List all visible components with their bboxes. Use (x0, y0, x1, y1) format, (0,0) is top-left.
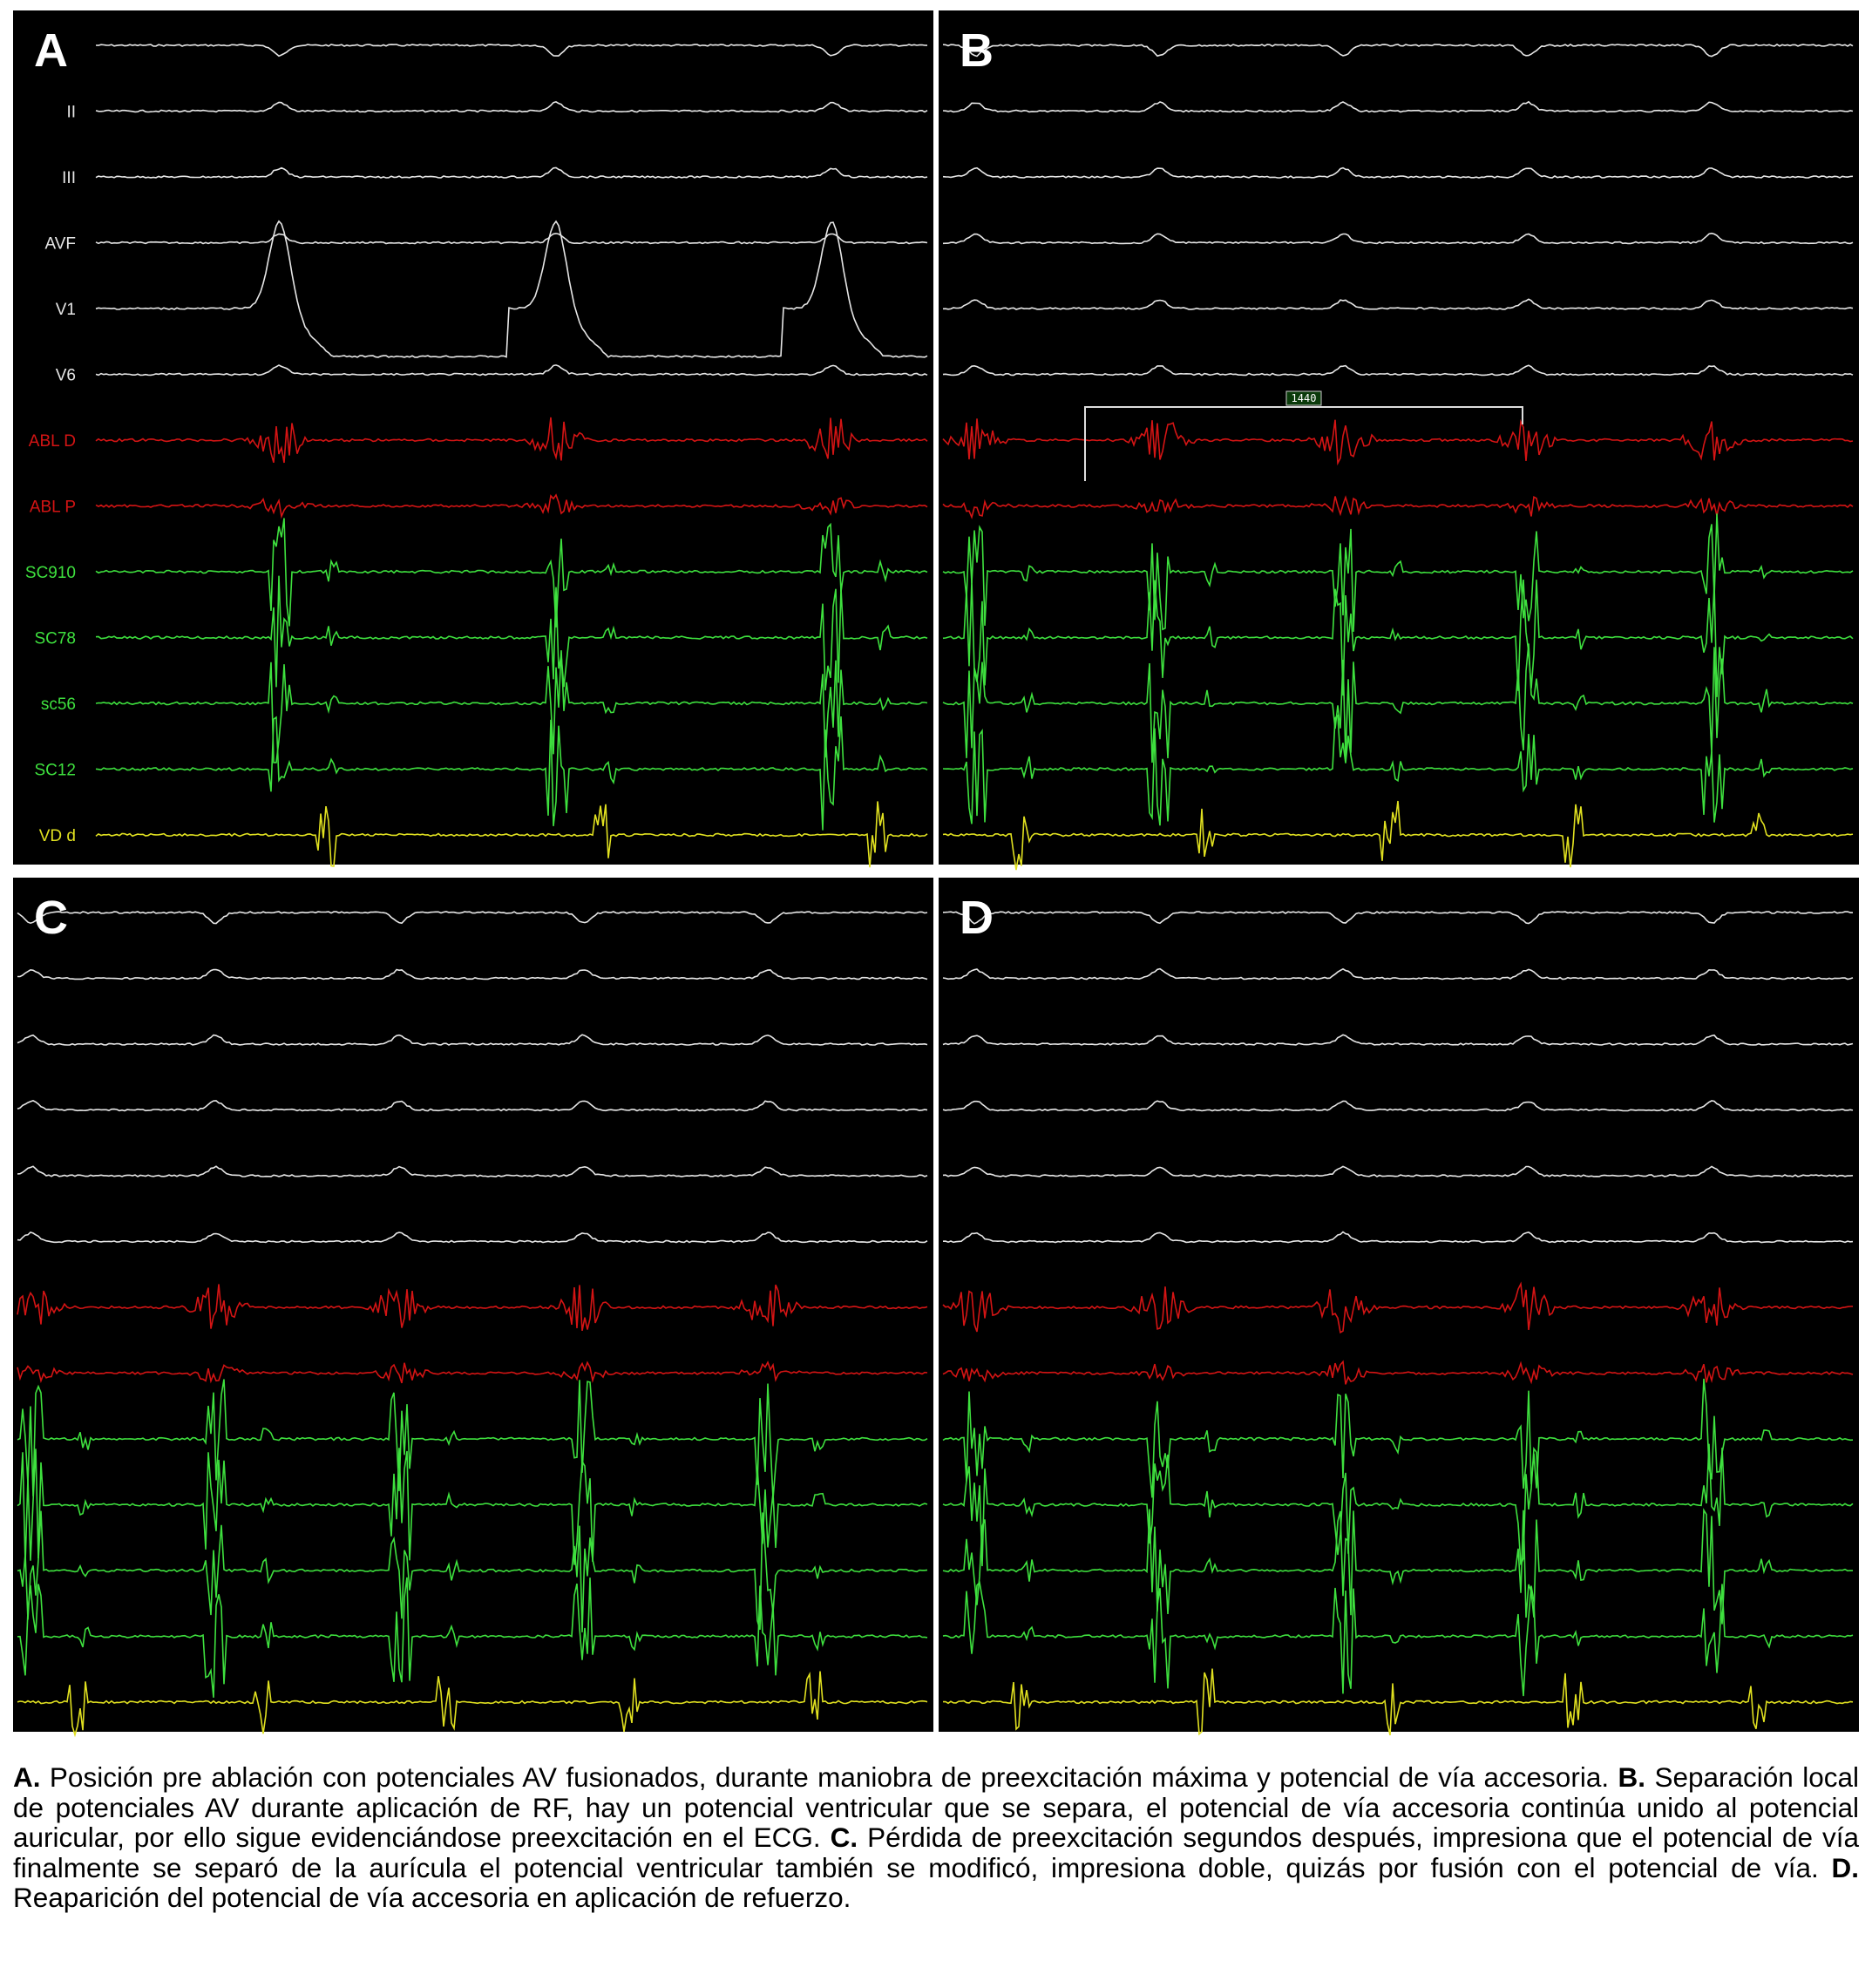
trace (942, 418, 1854, 466)
trace (95, 44, 928, 58)
caliper (1084, 406, 1523, 481)
trace (17, 1360, 928, 1384)
trace (942, 580, 1854, 697)
channel-label: SC910 (25, 564, 76, 582)
trace (17, 1379, 928, 1499)
trace (17, 1284, 928, 1332)
trace (17, 1510, 928, 1632)
trace (942, 643, 1854, 763)
caption-text: Reaparición del potencial de vía accesor… (13, 1882, 851, 1913)
caption-label: C. (830, 1822, 858, 1853)
caption-label: B. (1618, 1761, 1646, 1793)
trace (942, 1360, 1854, 1385)
trace (17, 1034, 928, 1046)
panel-bg (13, 10, 933, 865)
panel-letter: D (960, 892, 994, 944)
trace (95, 493, 928, 519)
trace (942, 1668, 1854, 1736)
trace (95, 233, 928, 245)
panel-letter: B (960, 24, 994, 77)
trace (95, 101, 928, 113)
channel-label: V6 (56, 367, 76, 385)
trace (942, 1281, 1854, 1334)
trace (942, 911, 1854, 925)
channel-label: sc56 (41, 695, 76, 714)
channel-label: SC12 (34, 762, 76, 780)
caption-text: Posición pre ablación con potenciales AV… (49, 1761, 1610, 1793)
trace (17, 1448, 928, 1565)
channel-label: ABL P (30, 499, 76, 517)
trace (942, 1231, 1854, 1244)
trace (942, 495, 1854, 519)
panel-letter: C (34, 892, 68, 944)
trace (95, 575, 928, 691)
trace (942, 1443, 1854, 1567)
channel-label: III (62, 169, 76, 187)
trace (942, 967, 1854, 980)
trace (942, 1508, 1854, 1625)
trace (942, 800, 1854, 871)
trace (17, 911, 928, 925)
panel-bg (939, 878, 1859, 1732)
trace (95, 166, 928, 179)
trace (95, 364, 928, 377)
caption-label: D. (1831, 1851, 1860, 1883)
trace (942, 44, 1854, 58)
trace (17, 1577, 928, 1698)
caption-text: Separación local de potenciales AV duran… (13, 1761, 1859, 1853)
trace (95, 801, 928, 868)
caption-label: A. (13, 1761, 41, 1793)
trace (17, 1231, 928, 1244)
channel-label: II (66, 104, 76, 122)
channel-label: V1 (56, 301, 76, 319)
trace (17, 1100, 928, 1112)
channel-label: AVF (44, 235, 76, 254)
trace (942, 1165, 1854, 1177)
channel-label: VD d (39, 827, 76, 845)
trace (17, 1165, 928, 1177)
trace (942, 100, 1854, 113)
caption: A. Posición pre ablación con potenciales… (13, 1762, 1859, 1913)
trace (942, 714, 1854, 826)
caption-text: Pérdida de preexcitación segundos despué… (13, 1822, 1860, 1883)
trace (942, 298, 1854, 310)
trace (95, 650, 928, 763)
trace (95, 220, 928, 358)
trace (942, 513, 1854, 632)
panel-letter: A (34, 24, 68, 77)
trace (17, 968, 928, 980)
panel-bg (939, 10, 1859, 865)
channel-label: ABL D (29, 432, 76, 451)
trace (942, 1100, 1854, 1112)
measurement-label: 1440 (1292, 392, 1317, 404)
trace (942, 1378, 1854, 1498)
measurement-box (1285, 390, 1322, 406)
trace (942, 232, 1854, 245)
trace (942, 166, 1854, 179)
trace (95, 417, 928, 464)
trace (942, 364, 1854, 377)
trace (942, 1034, 1854, 1046)
channel-label: SC78 (34, 630, 76, 648)
trace (942, 1580, 1854, 1697)
trace (95, 716, 928, 831)
trace (17, 1671, 928, 1738)
trace (95, 518, 928, 628)
